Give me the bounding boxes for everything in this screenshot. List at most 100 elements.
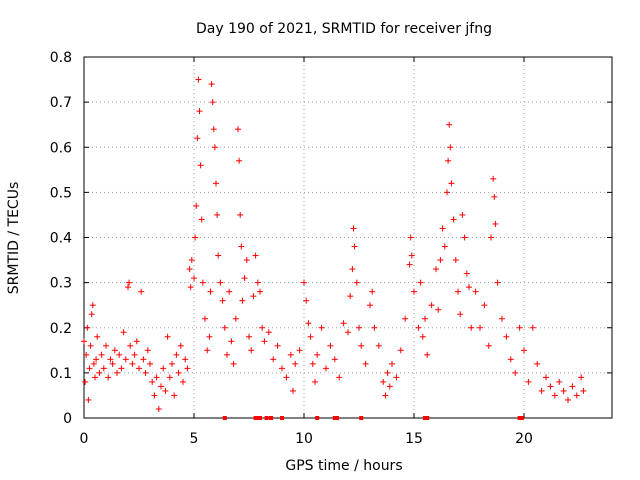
data-point: [323, 365, 329, 372]
data-point: [235, 126, 241, 133]
data-point: [301, 279, 307, 286]
data-point: [182, 356, 189, 363]
data-point: [238, 243, 245, 250]
data-point: [380, 378, 387, 385]
data-point: [246, 333, 252, 340]
data-point: [417, 279, 424, 286]
data-point: [118, 365, 125, 372]
y-tick-label: 0.8: [50, 50, 72, 66]
data-point: [303, 297, 310, 304]
data-point: [219, 297, 226, 304]
data-point: [367, 302, 373, 309]
x-tick-label: 10: [295, 431, 313, 447]
data-point: [556, 378, 563, 385]
data-point: [446, 121, 453, 128]
data-point: [171, 392, 178, 399]
data-point: [193, 202, 200, 209]
data-points: [81, 76, 587, 420]
data-point: [406, 261, 413, 268]
data-point: [217, 279, 224, 286]
data-point: [411, 288, 417, 295]
data-point: [81, 338, 87, 345]
data-point: [259, 324, 266, 331]
data-point: [226, 288, 233, 295]
data-point: [210, 126, 217, 133]
data-point: [100, 365, 107, 372]
data-point: [459, 211, 466, 218]
data-point: [96, 369, 103, 376]
data-point: [312, 378, 318, 385]
y-tick-label: 0.1: [50, 366, 72, 382]
data-point: [382, 392, 389, 399]
data-point: [538, 387, 545, 394]
data-point: [402, 315, 409, 322]
data-point: [445, 157, 452, 164]
data-point: [305, 320, 312, 327]
data-point: [191, 275, 197, 282]
y-axis-label: SRMTID / TECUs: [6, 182, 22, 295]
data-point: [292, 360, 299, 367]
data-point: [565, 396, 571, 403]
data-point: [129, 360, 136, 367]
data-point: [490, 175, 497, 182]
y-tick-label: 0.6: [50, 140, 72, 156]
data-point: [254, 279, 261, 286]
data-point: [173, 351, 180, 358]
data-point: [521, 347, 527, 354]
data-point: [127, 342, 134, 349]
data-point: [578, 374, 585, 381]
data-point: [158, 383, 164, 390]
data-point: [362, 360, 369, 367]
data-point: [198, 216, 205, 223]
data-point: [463, 270, 470, 277]
data-point: [230, 360, 237, 367]
data-point: [447, 144, 454, 151]
grid: [84, 57, 612, 418]
data-point: [204, 347, 211, 354]
data-point: [461, 234, 468, 241]
data-point: [529, 324, 536, 331]
data-point: [214, 211, 221, 218]
data-point: [187, 284, 194, 291]
data-point: [221, 324, 228, 331]
data-point: [243, 257, 250, 264]
data-point: [437, 257, 444, 264]
data-point: [371, 324, 378, 331]
data-point: [162, 387, 169, 394]
data-point: [318, 324, 325, 331]
data-point: [164, 333, 171, 340]
data-point: [140, 356, 147, 363]
data-point: [252, 252, 259, 259]
data-point: [90, 360, 97, 367]
data-point: [89, 302, 96, 309]
data-point: [192, 234, 199, 241]
data-point: [125, 284, 131, 291]
data-point: [248, 347, 255, 354]
data-point: [184, 365, 191, 372]
data-point: [239, 297, 246, 304]
data-point: [375, 342, 382, 349]
data-point: [543, 374, 549, 381]
data-point: [133, 338, 140, 345]
x-tick-label: 5: [190, 431, 199, 447]
data-point: [534, 360, 541, 367]
data-point: [136, 365, 142, 372]
data-point: [386, 383, 393, 390]
data-point: [270, 356, 277, 363]
data-point: [122, 356, 129, 363]
data-point: [237, 211, 244, 218]
data-point: [349, 266, 356, 273]
data-point: [428, 302, 435, 309]
data-point: [290, 387, 296, 394]
data-point: [345, 329, 351, 336]
data-point: [450, 216, 457, 223]
data-point: [265, 329, 272, 336]
data-point: [384, 369, 391, 376]
data-point: [215, 252, 222, 259]
data-point: [492, 220, 499, 227]
y-tick-label: 0.4: [50, 231, 72, 247]
x-tick-label: 20: [515, 431, 533, 447]
data-point: [105, 374, 112, 381]
data-point: [144, 347, 151, 354]
data-point: [507, 356, 514, 363]
